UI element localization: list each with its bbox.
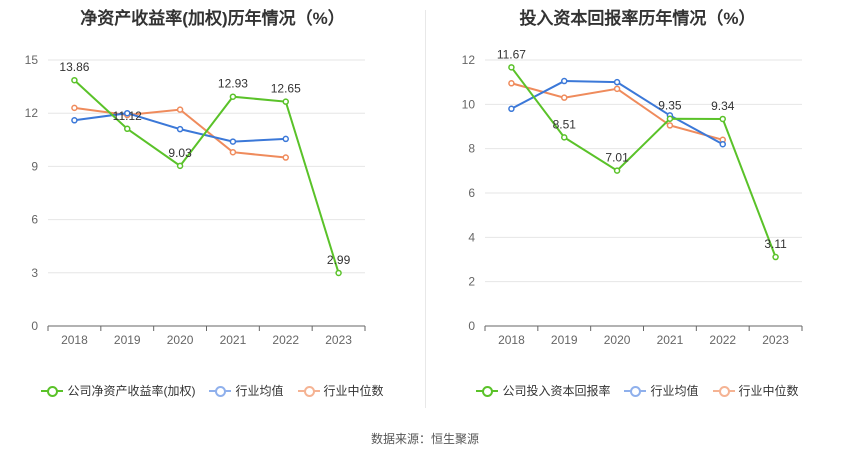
legend-item-company[interactable]: 公司净资产收益率(加权) (41, 382, 195, 399)
data-point (124, 125, 131, 133)
legend-median-marker (297, 384, 320, 398)
data-point (71, 117, 78, 124)
legend-median-marker (712, 384, 735, 398)
x-tick-label: 2023 (762, 333, 789, 347)
data-point (666, 122, 674, 129)
data-label: 13.86 (59, 60, 89, 74)
x-tick-label: 2021 (220, 333, 247, 347)
data-point (229, 148, 237, 156)
y-tick-label: 6 (468, 186, 475, 200)
y-tick-label: 6 (31, 213, 38, 227)
company-line (73, 79, 340, 274)
legend-label: 公司投入资本回报率 (502, 384, 611, 398)
data-source: 数据来源：恒生聚源 (370, 432, 479, 446)
data-point (561, 134, 568, 141)
legend-company-marker (41, 384, 64, 398)
chart-legend: 公司净资产收益率(加权) 行业均值 行业中位数 (0, 382, 425, 399)
legend-item-industry-median[interactable]: 行业中位数 (712, 382, 799, 399)
data-point (229, 138, 237, 145)
x-tick-label: 2018 (61, 333, 88, 347)
data-label: 11.12 (113, 109, 142, 123)
y-tick-label: 12 (462, 53, 476, 67)
data-point (176, 162, 184, 170)
data-point (508, 64, 515, 71)
data-point (176, 106, 184, 113)
legend-item-industry-avg[interactable]: 行业均值 (209, 382, 284, 399)
data-point (561, 94, 568, 101)
data-point (229, 93, 237, 100)
data-point (613, 167, 621, 174)
data-point (335, 269, 342, 277)
data-label: 7.01 (605, 151, 629, 165)
data-label: 2.99 (327, 253, 351, 267)
data-point (282, 98, 289, 105)
data-point (561, 77, 568, 85)
data-point (613, 78, 621, 86)
data-label: 12.65 (271, 82, 301, 96)
data-point (508, 80, 515, 87)
panel-divider (425, 10, 426, 408)
y-tick-label: 8 (468, 142, 475, 156)
x-tick-label: 2020 (604, 333, 631, 347)
x-tick-label: 2019 (551, 333, 578, 347)
roic-chart-panel: 投入资本回报率历年情况（%） 0 2 4 6 8 10 12 2018 2019 2020 2021… (425, 0, 850, 410)
data-label: 9.34 (711, 99, 735, 113)
roe-plot-area: 0 3 6 9 12 15 2018 2019 2020 2021 2022 2023 13.86 11.… (25, 53, 366, 347)
legend-item-company[interactable]: 公司投入资本回报率 (476, 382, 610, 399)
x-tick-label: 2019 (114, 333, 141, 347)
legend-company-marker (476, 384, 499, 398)
data-point (176, 125, 184, 133)
chart-title: 净资产收益率(加权)历年情况（%） (80, 9, 345, 28)
roic-plot-area: 0 2 4 6 8 10 12 2018 2019 2020 2021 2022 2023 11.67 8.… (462, 47, 803, 347)
legend-label: 行业中位数 (738, 384, 799, 398)
y-tick-label: 0 (468, 319, 475, 333)
legend-avg-marker (624, 384, 647, 398)
data-point (71, 76, 78, 84)
data-label: 8.51 (553, 117, 577, 131)
legend-label: 行业中位数 (323, 384, 384, 398)
data-label: 9.35 (658, 99, 682, 113)
x-tick-label: 2018 (498, 333, 525, 347)
y-tick-label: 10 (462, 97, 476, 111)
legend-item-industry-avg[interactable]: 行业均值 (624, 382, 699, 399)
y-tick-label: 4 (468, 230, 475, 244)
chart-legend: 公司投入资本回报率 行业均值 行业中位数 (425, 382, 850, 399)
legend-label: 行业均值 (235, 384, 284, 398)
legend-avg-marker (209, 384, 232, 398)
x-tick-label: 2020 (167, 333, 194, 347)
y-tick-label: 9 (31, 159, 38, 173)
data-point (719, 140, 726, 148)
data-point (282, 154, 289, 161)
legend-label: 公司净资产收益率(加权) (67, 384, 196, 398)
data-point (666, 115, 674, 122)
chart-title: 投入资本回报率历年情况（%） (519, 9, 756, 28)
data-point (71, 104, 78, 112)
data-point (772, 253, 779, 261)
y-tick-label: 3 (31, 266, 38, 280)
data-point (282, 135, 289, 143)
x-tick-label: 2023 (325, 333, 352, 347)
data-point (508, 105, 515, 113)
data-point (613, 85, 621, 93)
x-tick-label: 2022 (272, 333, 299, 347)
legend-item-industry-median[interactable]: 行业中位数 (297, 382, 384, 399)
y-tick-label: 12 (25, 106, 39, 120)
roe-chart-panel: 净资产收益率(加权)历年情况（%） 0 3 6 9 12 15 2018 2019 2020 20… (0, 0, 425, 410)
data-label: 3.11 (764, 237, 787, 251)
data-point (719, 115, 726, 123)
data-label: 9.03 (168, 146, 192, 160)
x-tick-label: 2021 (657, 333, 684, 347)
data-point (124, 109, 131, 117)
x-tick-label: 2022 (709, 333, 736, 347)
y-tick-label: 0 (31, 319, 38, 333)
data-label: 11.67 (497, 47, 526, 61)
y-tick-label: 15 (25, 53, 39, 67)
legend-label: 行业均值 (650, 384, 699, 398)
company-line (510, 66, 777, 258)
data-label: 12.93 (218, 77, 248, 91)
y-tick-label: 2 (468, 275, 475, 289)
